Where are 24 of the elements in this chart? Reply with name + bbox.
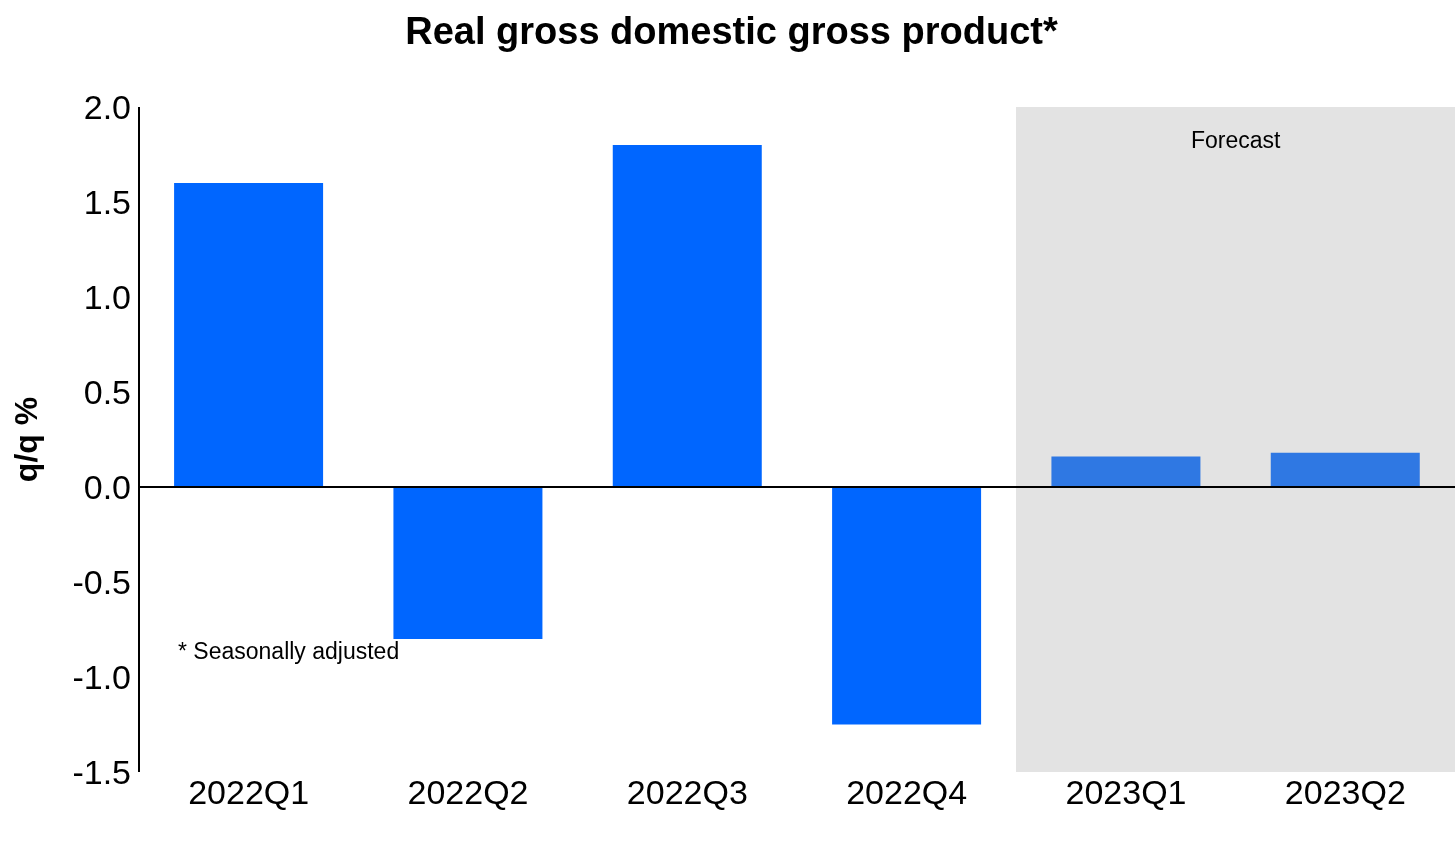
y-axis-title: q/q % <box>8 396 45 483</box>
chart-title: Real gross domestic gross product* <box>404 9 1059 54</box>
bar <box>612 145 762 487</box>
x-tick-label: 2023Q1 <box>1065 773 1187 812</box>
y-tick-label: -1.0 <box>72 658 131 697</box>
band-label: Forecast <box>1189 127 1282 154</box>
y-tick-label: 0.0 <box>83 468 131 507</box>
y-tick-label: 0.5 <box>83 373 131 412</box>
y-tick-label: 1.0 <box>83 278 131 317</box>
x-tick-label: 2023Q2 <box>1284 773 1406 812</box>
bar <box>393 487 543 639</box>
y-tick-label: 2.0 <box>83 88 131 127</box>
bar <box>1051 456 1201 487</box>
x-tick-label: 2022Q2 <box>407 773 529 812</box>
y-tick-label: 1.5 <box>83 183 131 222</box>
annotation: * Seasonally adjusted <box>178 638 400 665</box>
x-tick-label: 2022Q3 <box>626 773 748 812</box>
y-tick-label: -0.5 <box>72 563 131 602</box>
x-tick-label: 2022Q4 <box>846 773 968 812</box>
bar <box>832 487 982 725</box>
y-tick-label: -1.5 <box>72 753 131 792</box>
bar <box>1270 452 1420 487</box>
x-tick-label: 2022Q1 <box>188 773 310 812</box>
bar <box>174 183 324 487</box>
